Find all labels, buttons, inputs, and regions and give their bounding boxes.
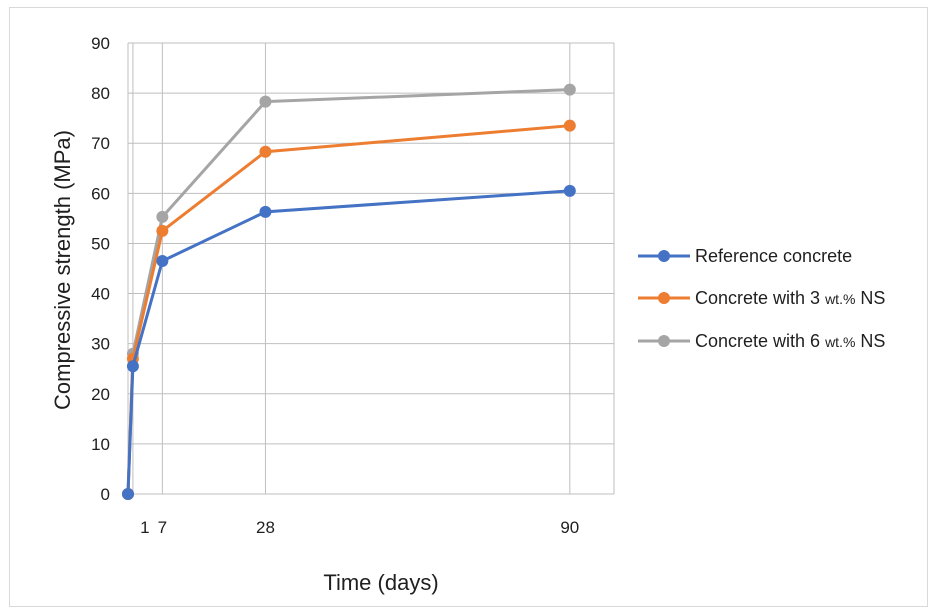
- y-tick-label: 30: [91, 335, 110, 354]
- legend-swatch-marker: [658, 335, 670, 347]
- legend-label: Concrete with 3 wt.% NS: [695, 288, 885, 308]
- x-axis-title: Time (days): [323, 570, 438, 595]
- y-tick-label: 10: [91, 435, 110, 454]
- data-point: [563, 119, 576, 132]
- series-group: [122, 83, 576, 500]
- y-tick-label: 0: [101, 485, 110, 504]
- data-point: [563, 83, 576, 96]
- series-line: [126, 88, 570, 495]
- x-tick-label: 1: [140, 518, 149, 537]
- y-axis-ticks: 0 10 20 30 40 50 60 70 80 90: [91, 34, 110, 504]
- data-point: [259, 95, 272, 108]
- data-point: [126, 360, 139, 373]
- data-point: [156, 254, 169, 267]
- data-point: [122, 488, 134, 500]
- legend: Reference concrete Concrete with 3 wt.% N…: [638, 246, 885, 351]
- series-line: [126, 189, 570, 495]
- data-point: [156, 224, 169, 237]
- y-tick-label: 20: [91, 385, 110, 404]
- y-tick-label: 80: [91, 84, 110, 103]
- x-tick-label: 28: [256, 518, 275, 537]
- data-point: [563, 184, 576, 197]
- x-tick-label: 7: [158, 518, 167, 537]
- y-tick-label: 90: [91, 34, 110, 53]
- legend-swatch-marker: [658, 292, 670, 304]
- x-axis-ticks: 1 7 28 90: [140, 518, 579, 537]
- data-point: [259, 145, 272, 158]
- y-tick-label: 60: [91, 184, 110, 203]
- data-point: [259, 205, 272, 218]
- legend-label: Reference concrete: [695, 246, 852, 266]
- y-tick-label: 70: [91, 134, 110, 153]
- grid: [127, 42, 615, 495]
- legend-label: Concrete with 6 wt.% NS: [695, 331, 885, 351]
- y-tick-label: 50: [91, 234, 110, 253]
- legend-swatch-marker: [658, 250, 670, 262]
- data-point: [156, 210, 169, 223]
- y-tick-label: 40: [91, 285, 110, 304]
- y-axis-title: Compressive strength (MPa): [50, 130, 75, 410]
- x-tick-label: 90: [560, 518, 579, 537]
